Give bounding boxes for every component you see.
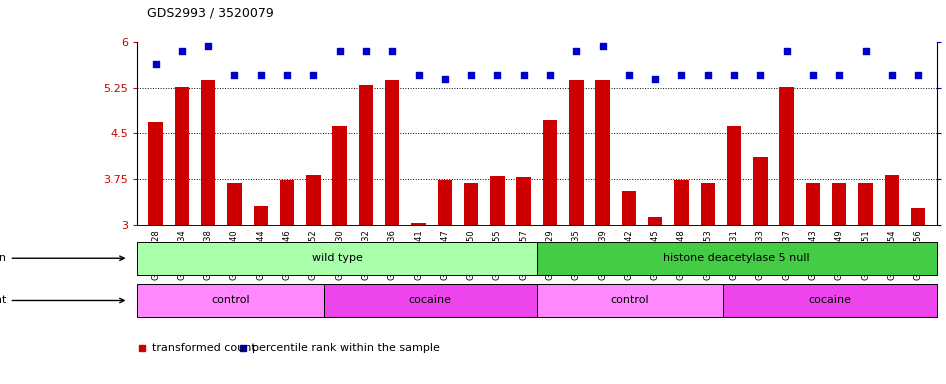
Point bbox=[858, 48, 873, 55]
Bar bbox=[701, 183, 715, 225]
Point bbox=[174, 48, 189, 55]
Bar bbox=[227, 183, 241, 225]
Text: control: control bbox=[611, 295, 649, 306]
Bar bbox=[412, 223, 426, 225]
Bar bbox=[201, 80, 216, 225]
Point bbox=[674, 72, 689, 78]
Point bbox=[911, 72, 926, 78]
Point bbox=[227, 72, 242, 78]
Point bbox=[385, 48, 400, 55]
Point bbox=[201, 43, 216, 49]
Bar bbox=[724, 284, 937, 317]
Bar bbox=[438, 180, 452, 225]
Point bbox=[727, 72, 742, 78]
Point bbox=[517, 72, 532, 78]
Point bbox=[832, 72, 847, 78]
Point bbox=[411, 72, 426, 78]
Bar bbox=[648, 217, 662, 225]
Text: GDS2993 / 3520079: GDS2993 / 3520079 bbox=[147, 6, 273, 19]
Point bbox=[700, 72, 715, 78]
Bar bbox=[332, 126, 347, 225]
Text: cocaine: cocaine bbox=[409, 295, 452, 306]
Point bbox=[490, 72, 505, 78]
Bar bbox=[911, 208, 925, 225]
Text: wild type: wild type bbox=[311, 253, 362, 263]
Bar bbox=[137, 242, 536, 275]
Text: control: control bbox=[211, 295, 250, 306]
Point bbox=[332, 48, 347, 55]
Text: cocaine: cocaine bbox=[809, 295, 851, 306]
Bar bbox=[780, 87, 794, 225]
Point bbox=[542, 72, 557, 78]
Bar bbox=[359, 85, 373, 225]
Bar bbox=[280, 180, 294, 225]
Bar bbox=[622, 191, 636, 225]
Bar bbox=[536, 242, 937, 275]
Text: percentile rank within the sample: percentile rank within the sample bbox=[253, 343, 440, 353]
Bar bbox=[517, 177, 531, 225]
Bar bbox=[324, 284, 536, 317]
Point bbox=[464, 72, 479, 78]
Bar bbox=[254, 207, 268, 225]
Point bbox=[805, 72, 820, 78]
Point bbox=[254, 72, 269, 78]
Bar bbox=[753, 157, 767, 225]
Point bbox=[279, 72, 294, 78]
Bar bbox=[385, 80, 399, 225]
Bar bbox=[490, 176, 504, 225]
Point bbox=[780, 48, 795, 55]
Bar bbox=[149, 122, 163, 225]
Bar bbox=[674, 180, 689, 225]
Point bbox=[622, 72, 637, 78]
Point bbox=[753, 72, 768, 78]
Point bbox=[648, 76, 663, 82]
Bar bbox=[858, 183, 873, 225]
Point bbox=[437, 76, 452, 82]
Point bbox=[359, 48, 374, 55]
Bar bbox=[536, 284, 724, 317]
Bar bbox=[595, 80, 610, 225]
Text: histone deacetylase 5 null: histone deacetylase 5 null bbox=[663, 253, 810, 263]
Bar bbox=[569, 80, 584, 225]
Bar bbox=[832, 183, 847, 225]
Point bbox=[148, 61, 163, 67]
Bar bbox=[885, 175, 899, 225]
Bar bbox=[175, 87, 189, 225]
Bar bbox=[464, 183, 479, 225]
Point bbox=[306, 72, 321, 78]
Text: transformed count: transformed count bbox=[151, 343, 255, 353]
Bar bbox=[307, 175, 321, 225]
Bar bbox=[806, 183, 820, 225]
Point bbox=[569, 48, 584, 55]
Bar bbox=[727, 126, 742, 225]
Point bbox=[595, 43, 610, 49]
Text: genotype/variation: genotype/variation bbox=[0, 253, 124, 263]
Bar bbox=[137, 284, 324, 317]
Point bbox=[885, 72, 900, 78]
Bar bbox=[543, 120, 557, 225]
Text: agent: agent bbox=[0, 295, 124, 306]
